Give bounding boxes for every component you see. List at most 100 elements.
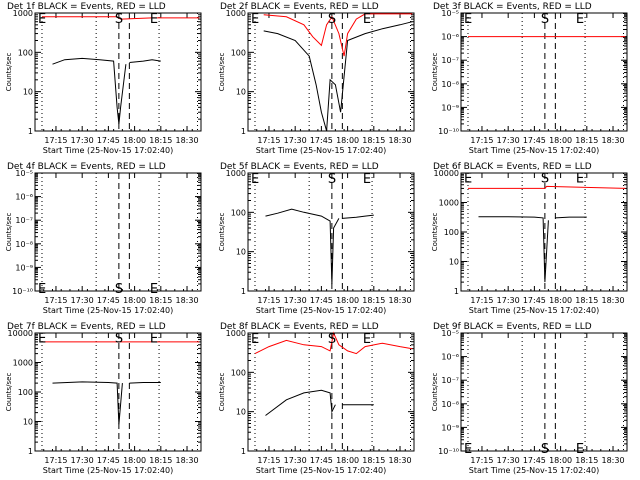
y-tick-label: 10⁻¹⁰ [438, 127, 459, 136]
y-tick-label: 10⁻⁹ [15, 263, 33, 272]
panel-1: Det 1f BLACK = Events, RED = LLD 1 10 100 10… [5, 2, 202, 155]
x-axis-label: Start Time (25-Nov-15 17:02:40) [43, 306, 173, 315]
panel-6: Det 6f BLACK = Events, RED = LLD 1 10 100 10… [431, 162, 628, 315]
x-axis-label: Start Time (25-Nov-15 17:02:40) [469, 306, 599, 315]
y-axis-label: Counts/sec [5, 373, 13, 412]
marker-label-e: E [464, 12, 472, 27]
marker-label-e: E [576, 442, 584, 457]
x-tick-label: 18:00 [549, 136, 572, 145]
plot-frame [247, 332, 415, 452]
y-tick-label: 10⁻⁸ [15, 240, 33, 249]
x-tick-label: 18:30 [601, 456, 624, 465]
x-tick-label: 18:15 [149, 456, 172, 465]
x-tick-label: 18:00 [336, 296, 359, 305]
x-tick-label: 18:30 [175, 456, 198, 465]
marker-label-s: S [328, 12, 336, 27]
x-tick-label: 18:15 [149, 296, 172, 305]
y-tick-label: 10 [236, 408, 246, 417]
panel-title: Det 3f BLACK = Events, RED = LLD [433, 2, 592, 12]
panel-title: Det 7f BLACK = Events, RED = LLD [7, 322, 166, 332]
series-line-lld [254, 331, 413, 355]
y-tick-label: 10⁻⁸ [441, 400, 459, 409]
plot-frame [34, 172, 202, 292]
marker-label-s: S [541, 12, 549, 27]
y-tick-label: 100 [18, 48, 33, 57]
x-tick-label: 17:30 [497, 136, 520, 145]
marker-label-s: S [328, 332, 336, 347]
x-tick-label: 17:45 [97, 136, 120, 145]
y-tick-label: 10 [236, 88, 246, 97]
series-line-lld [468, 185, 626, 189]
series-line-lld [42, 16, 200, 20]
y-tick-label: 10⁻⁶ [441, 353, 459, 362]
x-tick-label: 17:15 [44, 136, 67, 145]
series-line-events [265, 208, 340, 285]
x-tick-label: 18:15 [149, 136, 172, 145]
plot-frame [247, 12, 415, 132]
marker-label-e: E [464, 442, 472, 457]
x-tick-label: 17:45 [97, 296, 120, 305]
y-axis-label: Counts/sec [431, 53, 439, 92]
x-tick-label: 18:30 [601, 296, 624, 305]
y-tick-label: 10⁻⁶ [441, 33, 459, 42]
panel-9: Det 9f BLACK = Events, RED = LLD 10⁻¹⁰ 10⁻… [431, 322, 628, 475]
x-axis-label: Start Time (25-Nov-15 17:02:40) [256, 466, 386, 475]
marker-label-e: E [38, 332, 46, 347]
panel-8: Det 8f BLACK = Events, RED = LLD 1 10 100 10… [218, 322, 415, 475]
x-tick-label: 18:15 [362, 456, 385, 465]
marker-label-e: E [464, 172, 472, 187]
x-axis-label: Start Time (25-Nov-15 17:02:40) [256, 306, 386, 315]
y-tick-label: 10000 [8, 329, 33, 338]
plot-frame [460, 12, 628, 132]
marker-label-e: E [363, 172, 371, 187]
x-tick-label: 18:15 [575, 296, 598, 305]
x-tick-label: 17:30 [497, 296, 520, 305]
marker-label-e: E [150, 12, 158, 27]
y-tick-label: 10⁻⁸ [441, 80, 459, 89]
y-tick-label: 1 [454, 287, 459, 296]
y-tick-label: 1 [241, 287, 246, 296]
y-tick-label: 10⁻⁷ [441, 376, 459, 385]
x-tick-label: 18:30 [175, 296, 198, 305]
marker-label-s: S [328, 172, 336, 187]
panel-3: Det 3f BLACK = Events, RED = LLD 10⁻¹⁰ 10⁻… [431, 2, 628, 155]
y-tick-label: 10 [236, 248, 246, 257]
marker-label-s: S [541, 172, 549, 187]
y-axis-label: Counts/sec [5, 213, 13, 252]
x-tick-label: 17:30 [284, 136, 307, 145]
y-tick-label: 100 [444, 228, 459, 237]
x-tick-label: 17:30 [71, 456, 94, 465]
marker-label-e: E [251, 12, 259, 27]
x-tick-label: 17:30 [71, 136, 94, 145]
series-line-events [265, 389, 336, 416]
x-axis-label: Start Time (25-Nov-15 17:02:40) [43, 466, 173, 475]
x-tick-label: 18:00 [123, 456, 146, 465]
series-line-events [52, 57, 127, 125]
x-tick-label: 17:30 [284, 456, 307, 465]
panel-2: Det 2f BLACK = Events, RED = LLD 1 10 100 10… [218, 2, 415, 155]
y-tick-label: 1000 [226, 9, 246, 18]
x-tick-label: 18:00 [336, 456, 359, 465]
x-tick-label: 17:30 [284, 296, 307, 305]
x-tick-label: 18:30 [175, 136, 198, 145]
x-tick-label: 17:45 [310, 136, 333, 145]
x-tick-label: 18:15 [575, 136, 598, 145]
marker-label-s: S [115, 12, 123, 27]
y-tick-label: 10⁻⁹ [441, 423, 459, 432]
y-tick-label: 10000 [434, 169, 459, 178]
y-tick-label: 10⁻⁵ [441, 329, 459, 338]
marker-label-e: E [363, 12, 371, 27]
x-tick-label: 18:00 [549, 296, 572, 305]
x-tick-label: 17:15 [44, 296, 67, 305]
x-axis-label: Start Time (25-Nov-15 17:02:40) [256, 146, 386, 155]
x-tick-label: 17:15 [470, 136, 493, 145]
panel-title: Det 4f BLACK = Events, RED = LLD [7, 162, 166, 172]
y-tick-label: 100 [231, 208, 246, 217]
series-line-events [52, 381, 123, 425]
x-tick-label: 17:15 [44, 456, 67, 465]
panel-7: Det 7f BLACK = Events, RED = LLD 1 10 100 10… [5, 322, 202, 475]
y-tick-label: 10⁻⁶ [15, 193, 33, 202]
x-tick-label: 17:15 [470, 296, 493, 305]
